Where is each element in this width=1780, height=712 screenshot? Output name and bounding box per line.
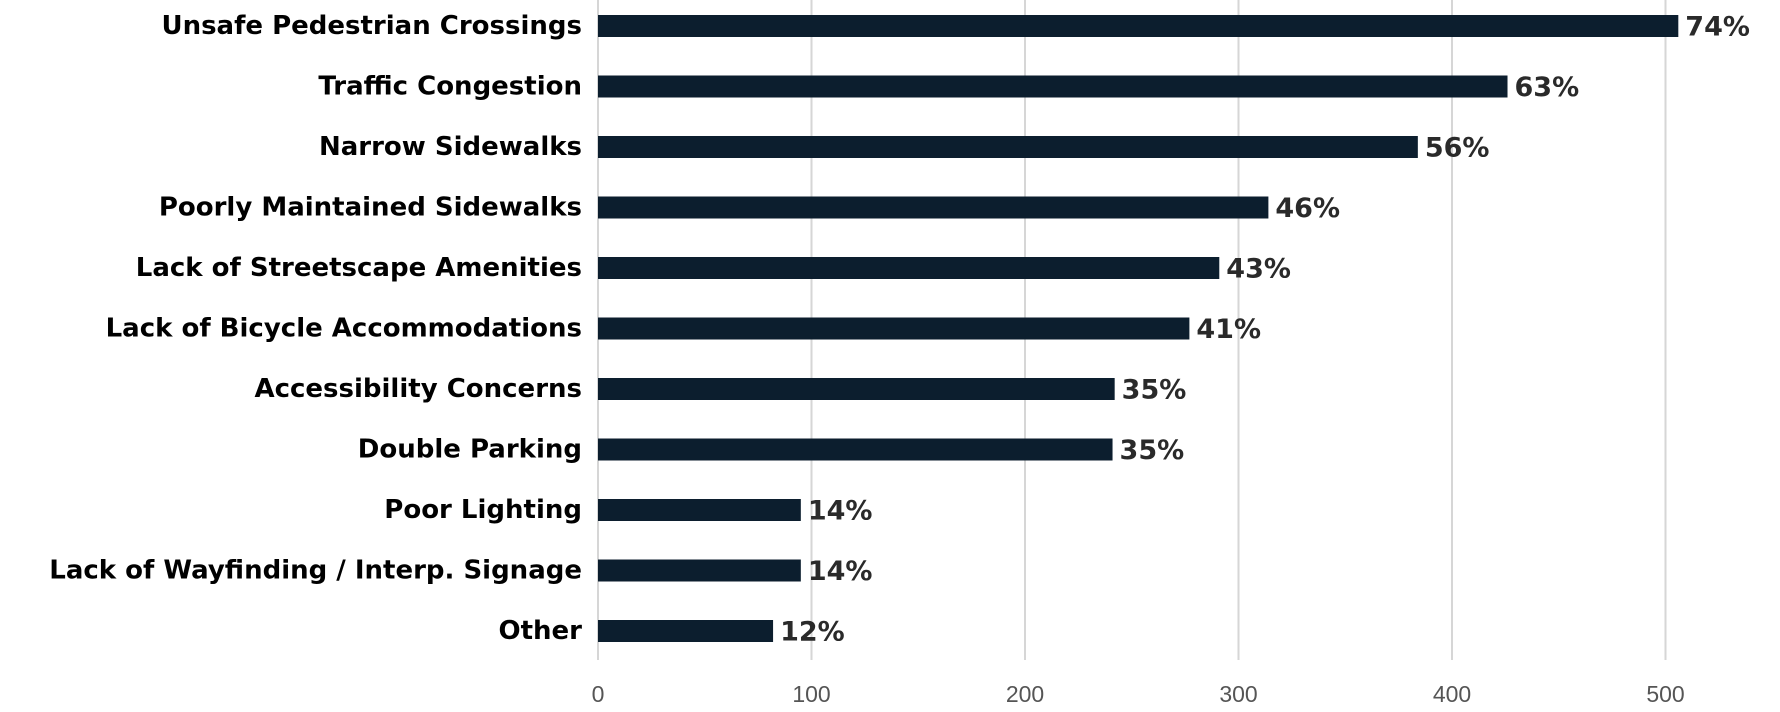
x-tick-label: 400	[1433, 681, 1471, 707]
x-tick-label: 200	[1006, 681, 1044, 707]
data-label: 14%	[808, 556, 873, 587]
category-label: Traffic Congestion	[318, 72, 582, 102]
data-label: 56%	[1425, 133, 1490, 164]
bars	[598, 15, 1679, 642]
bar	[598, 317, 1190, 340]
category-label: Lack of Bicycle Accommodations	[106, 314, 582, 344]
bar	[598, 136, 1418, 158]
x-tick-label: 0	[592, 681, 605, 707]
data-label: 12%	[780, 617, 845, 648]
bar	[598, 438, 1113, 461]
category-label: Poorly Maintained Sidewalks	[159, 193, 582, 223]
data-labels: 74% 63% 56% 46% 43% 41% 35% 35% 14% 14% 12%	[780, 12, 1750, 648]
bar	[598, 620, 774, 642]
bar	[598, 15, 1679, 37]
data-label: 41%	[1196, 314, 1261, 345]
bar	[598, 196, 1269, 219]
data-label: 63%	[1515, 72, 1580, 103]
x-tick-label: 300	[1219, 681, 1257, 707]
category-label: Poor Lighting	[384, 495, 582, 525]
bar	[598, 559, 801, 582]
data-label: 74%	[1685, 12, 1750, 43]
category-label: Accessibility Concerns	[254, 374, 582, 404]
bar	[598, 499, 801, 521]
bar	[598, 378, 1115, 400]
x-tick-label: 100	[792, 681, 830, 707]
category-label: Lack of Streetscape Amenities	[136, 253, 582, 283]
bar	[598, 75, 1508, 98]
x-axis-tick-labels: 0 100 200 300 400 500	[592, 681, 1685, 707]
data-label: 43%	[1226, 254, 1291, 285]
data-label: 35%	[1120, 435, 1185, 466]
category-labels: Unsafe Pedestrian Crossings Traffic Conge…	[49, 11, 582, 646]
data-label: 14%	[808, 496, 873, 527]
data-label: 35%	[1122, 375, 1187, 406]
category-label: Lack of Wayfinding / Interp. Signage	[49, 556, 582, 586]
bar	[598, 257, 1220, 279]
category-label: Other	[499, 616, 583, 646]
category-label: Unsafe Pedestrian Crossings	[161, 11, 582, 41]
data-label: 46%	[1275, 193, 1340, 224]
x-tick-label: 500	[1646, 681, 1684, 707]
category-label: Narrow Sidewalks	[319, 132, 582, 162]
category-label: Double Parking	[358, 435, 582, 465]
